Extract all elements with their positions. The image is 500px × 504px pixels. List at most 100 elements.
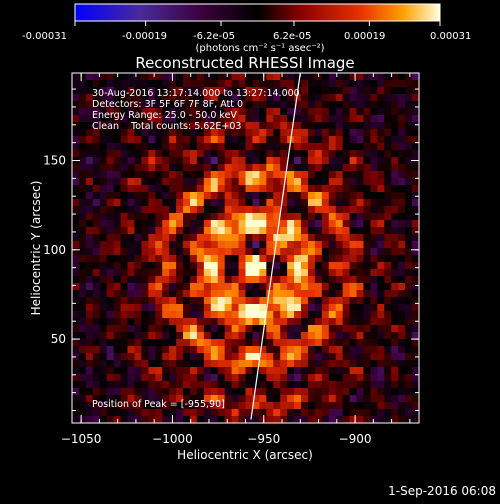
heatmap-cell: [335, 360, 344, 368]
heatmap-cell: [113, 192, 121, 200]
heatmap-cell: [321, 374, 330, 382]
colorbar-tick-label: 0.00019: [344, 31, 385, 42]
heatmap-cell: [169, 388, 177, 396]
heatmap-cell: [231, 255, 239, 263]
heatmap-cell: [266, 325, 274, 333]
heatmap-cell: [203, 129, 212, 137]
heatmap-cell: [238, 304, 246, 312]
heatmap-cell: [370, 227, 378, 235]
heatmap-cell: [294, 122, 302, 130]
heatmap-cell: [196, 332, 205, 340]
heatmap-cell: [162, 360, 170, 368]
heatmap-cell: [169, 409, 177, 417]
heatmap-cell: [78, 255, 87, 263]
heatmap-cell: [99, 164, 108, 172]
heatmap-cell: [252, 150, 260, 158]
heatmap-cell: [245, 199, 253, 207]
heatmap-cell: [307, 122, 316, 130]
heatmap-cell: [72, 367, 80, 375]
heatmap-cell: [391, 311, 399, 319]
heatmap-cell: [169, 199, 177, 207]
heatmap-cell: [377, 248, 385, 256]
heatmap-cell: [127, 304, 135, 312]
heatmap-cell: [273, 339, 281, 347]
heatmap-cell: [196, 402, 205, 410]
heatmap-cell: [217, 255, 226, 263]
heatmap-cell: [384, 101, 392, 109]
heatmap-cell: [224, 325, 233, 333]
heatmap-cell: [370, 129, 378, 137]
heatmap-cell: [189, 213, 198, 221]
heatmap-cell: [287, 143, 295, 151]
heatmap-cell: [405, 178, 413, 186]
heatmap-cell: [155, 206, 163, 214]
heatmap-cell: [412, 234, 419, 242]
heatmap-cell: [217, 381, 226, 389]
heatmap-cell: [189, 283, 198, 291]
heatmap-cell: [210, 416, 219, 423]
heatmap-cell: [134, 262, 142, 270]
heatmap-cell: [162, 367, 170, 375]
heatmap-cell: [141, 276, 149, 284]
heatmap-cell: [162, 255, 170, 263]
heatmap-cell: [162, 108, 170, 116]
heatmap-cell: [266, 227, 274, 235]
heatmap-cell: [169, 353, 177, 361]
heatmap-cell: [176, 213, 184, 221]
heatmap-cell: [356, 269, 364, 277]
heatmap-cell: [342, 157, 350, 165]
heatmap-cell: [321, 290, 330, 298]
heatmap-cell: [155, 269, 163, 277]
heatmap-cell: [349, 395, 357, 403]
heatmap-cell: [363, 388, 371, 396]
heatmap-cell: [314, 80, 323, 88]
heatmap-cell: [72, 283, 80, 291]
heatmap-cell: [349, 87, 357, 95]
heatmap-cell: [224, 199, 233, 207]
heatmap-cell: [363, 255, 371, 263]
heatmap-cell: [92, 325, 101, 333]
heatmap-cell: [106, 227, 115, 235]
heatmap-cell: [356, 143, 364, 151]
heatmap-cell: [294, 73, 302, 81]
heatmap-cell: [391, 192, 399, 200]
heatmap-cell: [231, 311, 239, 319]
heatmap-cell: [148, 262, 156, 270]
heatmap-cell: [155, 353, 163, 361]
heatmap-cell: [217, 241, 226, 249]
heatmap-cell: [238, 87, 246, 95]
heatmap-cell: [155, 199, 163, 207]
heatmap-cell: [280, 283, 288, 291]
heatmap-cell: [370, 381, 378, 389]
heatmap-cell: [99, 339, 108, 347]
heatmap-cell: [356, 262, 364, 270]
heatmap-cell: [342, 129, 350, 137]
heatmap-cell: [314, 283, 323, 291]
heatmap-cell: [106, 409, 115, 417]
heatmap-cell: [301, 80, 309, 88]
heatmap-cell: [106, 122, 115, 130]
heatmap-cell: [231, 178, 239, 186]
heatmap-cell: [224, 192, 233, 200]
heatmap-cell: [356, 213, 364, 221]
heatmap-cell: [196, 220, 205, 228]
heatmap-cell: [113, 150, 121, 158]
heatmap-cell: [328, 409, 337, 417]
heatmap-cell: [231, 353, 239, 361]
heatmap-cell: [127, 213, 135, 221]
heatmap-cell: [252, 213, 260, 221]
heatmap-cell: [391, 262, 399, 270]
heatmap-cell: [259, 409, 267, 417]
heatmap-cell: [141, 192, 149, 200]
heatmap-cell: [405, 101, 413, 109]
heatmap-cell: [72, 381, 80, 389]
heatmap-cell: [245, 325, 253, 333]
heatmap-cell: [203, 87, 212, 95]
heatmap-cell: [134, 332, 142, 340]
heatmap-cell: [259, 339, 267, 347]
heatmap-cell: [113, 262, 121, 270]
heatmap-cell: [120, 115, 128, 123]
heatmap-cell: [328, 115, 337, 123]
heatmap-cell: [141, 164, 149, 172]
